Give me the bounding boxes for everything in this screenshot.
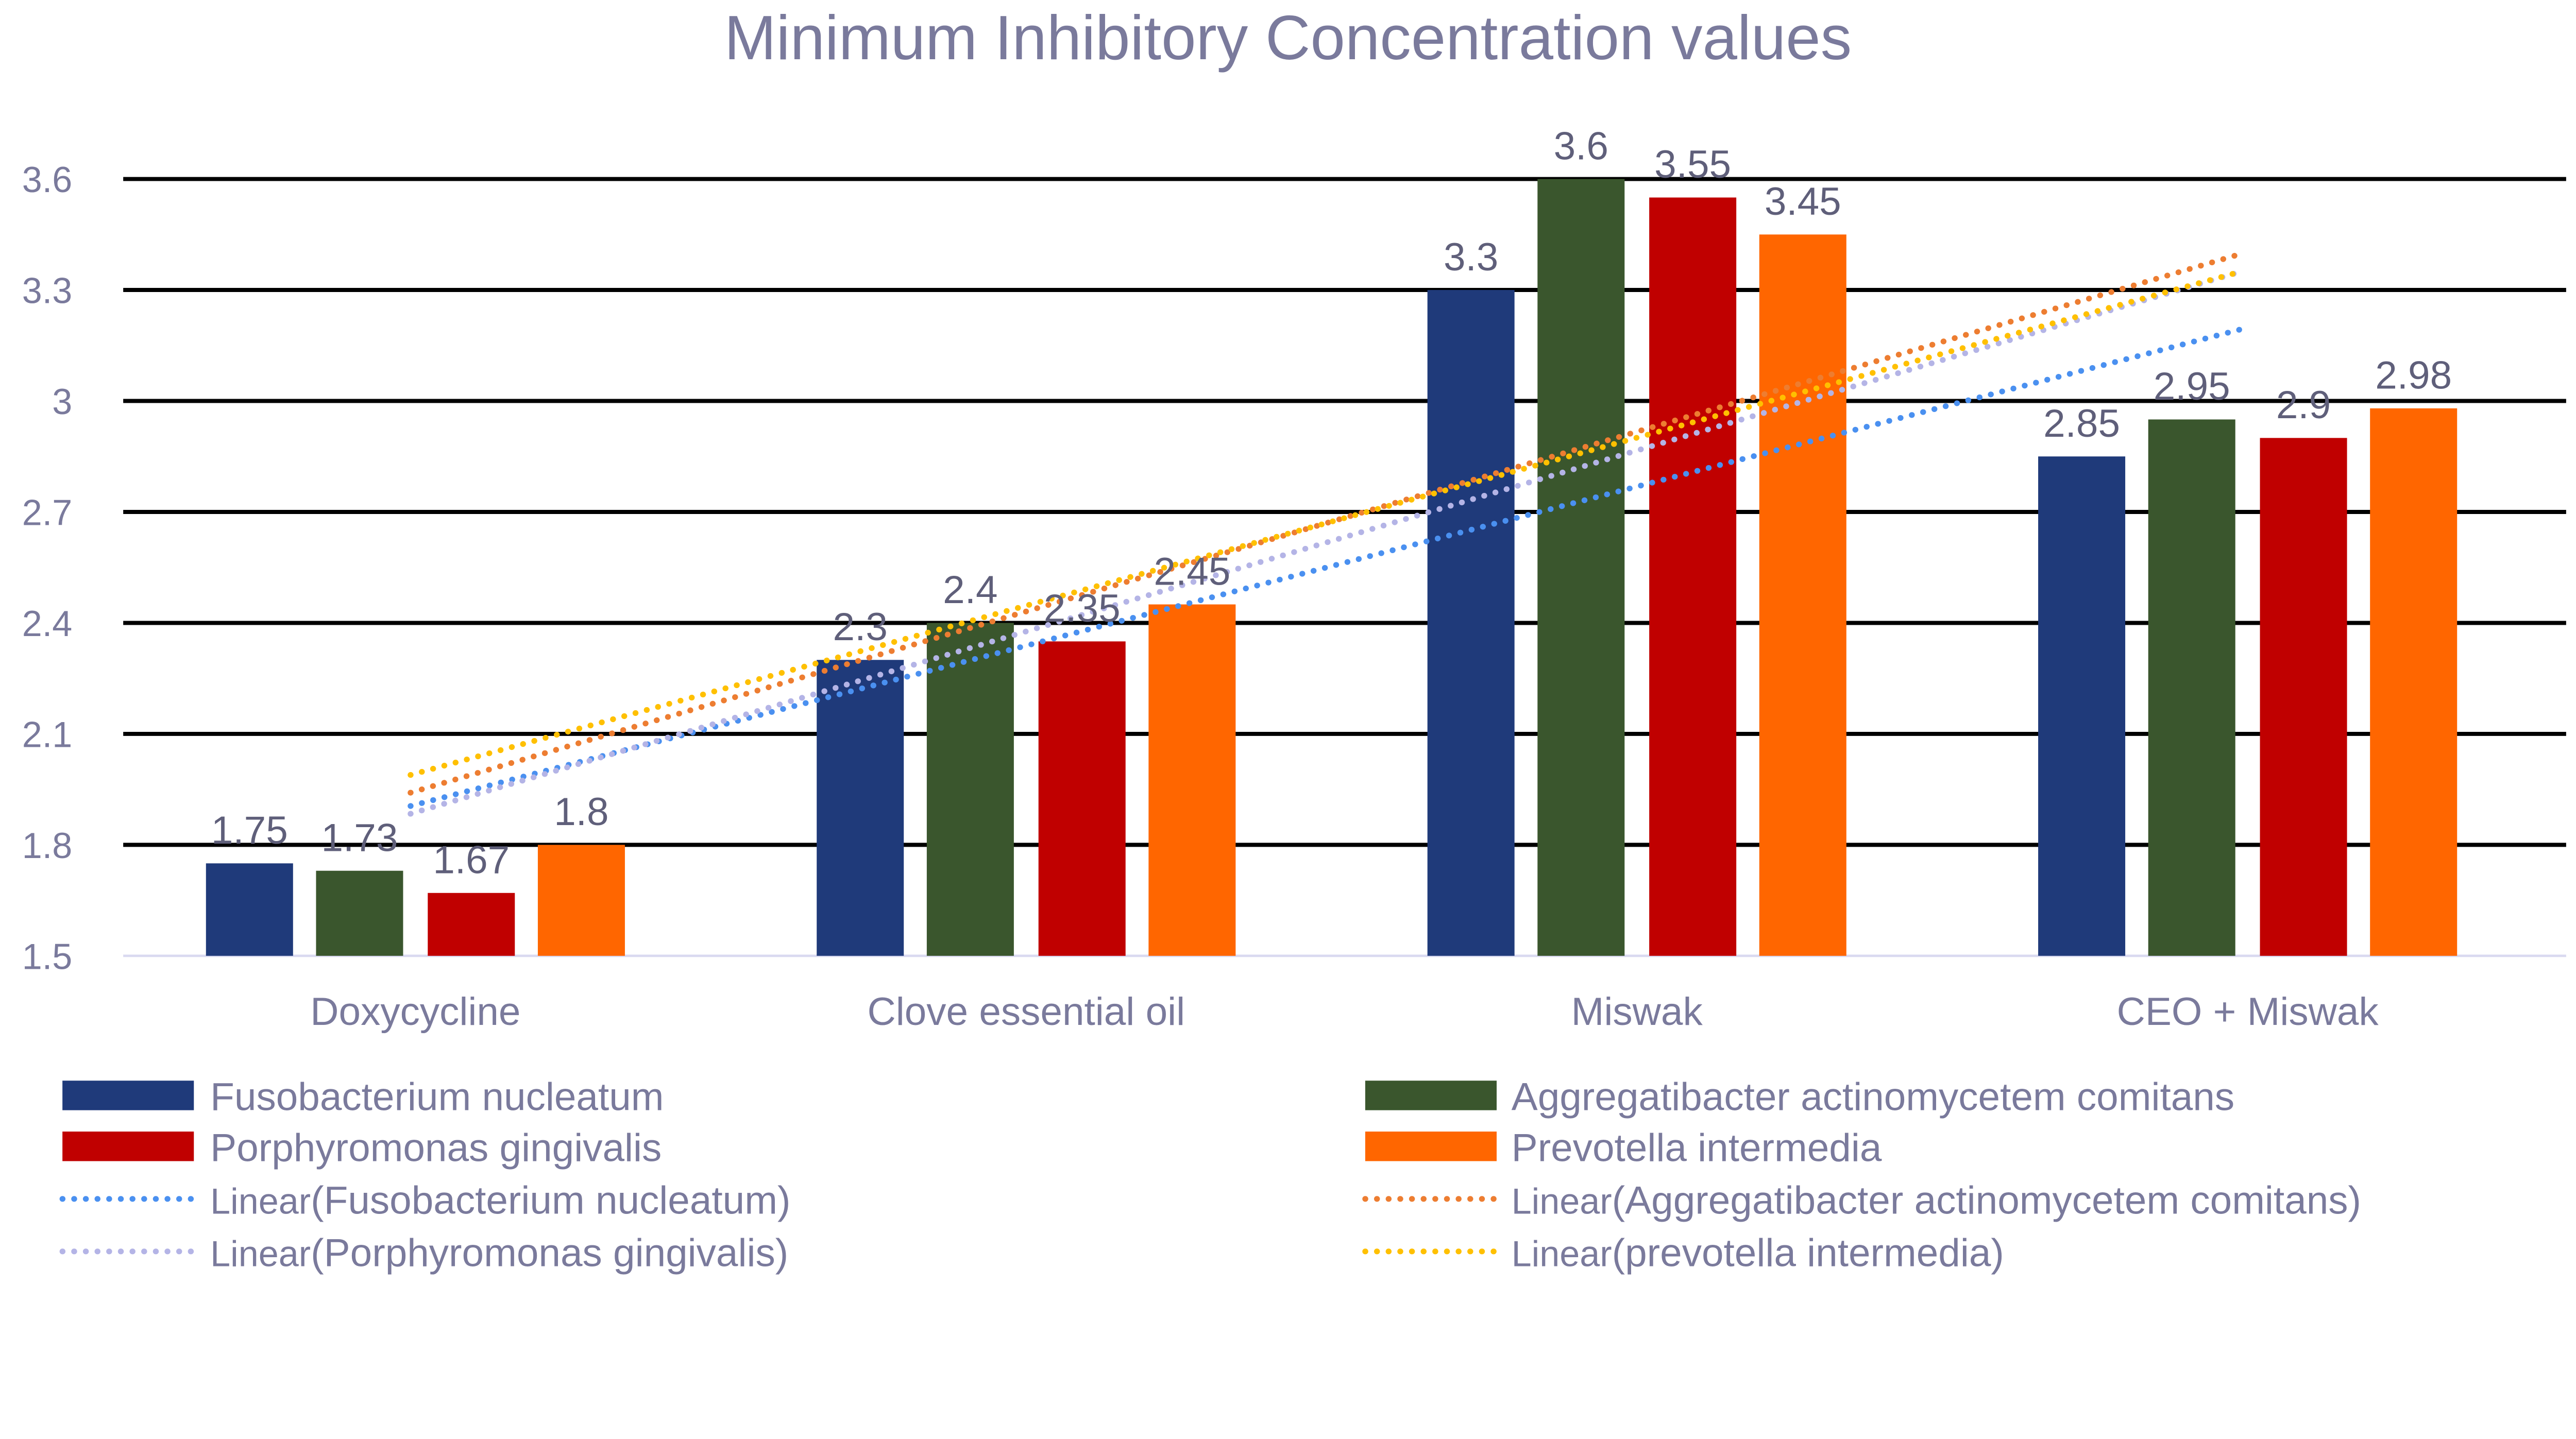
legend-trend-name: (Fusobacterium nucleatum) [311, 1179, 790, 1223]
data-label: 1.75 [211, 809, 288, 852]
y-tick-label: 3 [52, 381, 72, 422]
legend-label: Linear(Fusobacterium nucleatum) [210, 1179, 790, 1223]
x-tick-label: CEO + Miswak [2117, 990, 2379, 1034]
data-label: 2.4 [943, 568, 997, 612]
data-label: 3.55 [1654, 143, 1731, 186]
bar [206, 863, 293, 956]
legend-trend-prefix: Linear [1512, 1234, 1612, 1274]
data-label: 2.3 [833, 605, 888, 649]
legend-swatch [1365, 1081, 1497, 1110]
legend-label: Prevotella intermedia [1512, 1126, 1882, 1170]
data-label: 3.3 [1444, 235, 1498, 279]
legend-label: Linear(prevotella intermedia) [1512, 1231, 2004, 1275]
data-label: 2.85 [2043, 402, 2120, 446]
trendline [408, 326, 2246, 809]
bar [1038, 641, 1126, 956]
bar [926, 623, 1014, 956]
bar [1537, 179, 1625, 956]
legend-swatch [62, 1081, 194, 1110]
bar [1649, 197, 1737, 956]
bar [316, 870, 403, 956]
data-label: 2.95 [2154, 365, 2230, 408]
bar [537, 845, 625, 956]
legend-swatch [62, 1132, 194, 1161]
bar [2038, 456, 2126, 956]
bar [1148, 604, 1236, 956]
legend-trend-name: (prevotella intermedia) [1612, 1231, 2004, 1275]
legend-swatch [1365, 1132, 1497, 1161]
legend-trend-name: (Porphyromonas gingivalis) [311, 1231, 788, 1275]
trendline [408, 268, 2246, 778]
legend-label: Linear(Aggregatibacter actinomycetem com… [1512, 1179, 2361, 1223]
legend-trend-name: (Aggregatibacter actinomycetem comitans) [1612, 1179, 2361, 1223]
y-tick-label: 1.8 [22, 825, 73, 866]
data-label: 1.67 [433, 838, 510, 882]
legend-trend-prefix: Linear [210, 1181, 311, 1222]
y-tick-label: 2.4 [22, 603, 73, 644]
bar [2370, 408, 2458, 956]
y-tick-label: 2.1 [22, 714, 73, 755]
bar [2260, 438, 2347, 956]
legend-label: Fusobacterium nucleatum [210, 1075, 664, 1119]
y-tick-label: 2.7 [22, 492, 73, 533]
bar [1427, 290, 1515, 956]
bar [2148, 419, 2235, 956]
y-tick-label: 3.3 [22, 270, 73, 311]
data-label: 2.9 [2276, 383, 2331, 427]
legend-label: Porphyromonas gingivalis [210, 1126, 662, 1170]
legend-trend-prefix: Linear [1512, 1181, 1612, 1222]
y-tick-label: 3.6 [22, 159, 73, 200]
data-label: 2.35 [1044, 587, 1121, 630]
chart: Minimum Inhibitory Concentration values … [22, 3, 2566, 1275]
trendline [408, 250, 2246, 796]
legend-label: Linear(Porphyromonas gingivalis) [210, 1231, 788, 1275]
legend-label: Aggregatibacter actinomycetem comitans [1512, 1075, 2234, 1119]
data-label: 1.73 [321, 816, 398, 860]
legend: Fusobacterium nucleatum Aggregatibacter a… [59, 1075, 2361, 1275]
data-label: 1.8 [554, 790, 608, 834]
trendline [408, 268, 2246, 817]
bar [428, 893, 515, 956]
data-label: 3.45 [1765, 180, 1841, 224]
bar [817, 660, 904, 956]
x-tick-label: Clove essential oil [867, 990, 1185, 1034]
chart-title: Minimum Inhibitory Concentration values [724, 3, 1852, 73]
legend-trend-prefix: Linear [210, 1234, 311, 1274]
x-tick-label: Miswak [1571, 990, 1703, 1034]
data-label: 2.98 [2375, 354, 2452, 398]
y-tick-label: 1.5 [22, 936, 73, 977]
bar [1759, 234, 1846, 956]
data-label: 3.6 [1554, 124, 1608, 168]
data-label: 2.45 [1154, 550, 1230, 593]
x-tick-label: Doxycycline [310, 990, 520, 1034]
